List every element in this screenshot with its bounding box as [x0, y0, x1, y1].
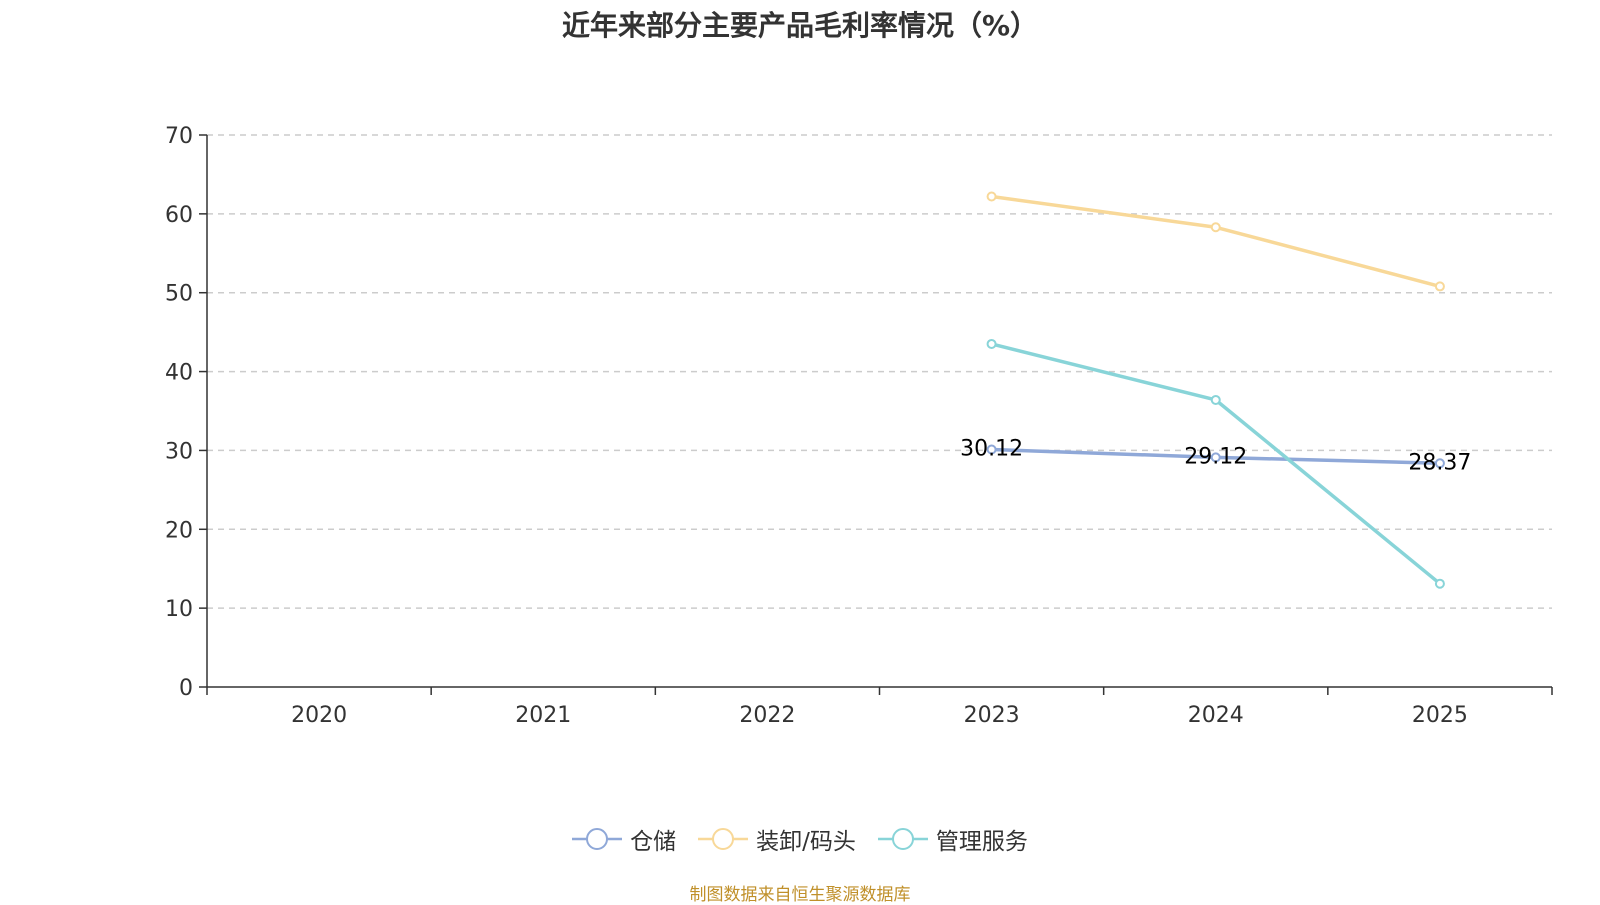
data-point	[1434, 458, 1445, 469]
x-tick-label: 2020	[291, 703, 347, 728]
legend-item-1[interactable]: 装卸/码头	[698, 822, 856, 856]
chart-title: 近年来部分主要产品毛利率情况（%）	[561, 9, 1039, 42]
y-tick-label: 60	[165, 203, 193, 228]
legend-swatch-icon	[698, 828, 749, 850]
data-point	[1210, 394, 1221, 405]
y-tick-label: 30	[165, 439, 193, 464]
data-point	[1434, 281, 1445, 292]
data-labels: 30.12 29.12 28.37	[960, 436, 1471, 475]
grid-lines	[207, 134, 1552, 609]
legend-swatch-icon	[877, 828, 928, 850]
data-label: 30.12	[960, 436, 1023, 461]
legend-item-2[interactable]: 管理服务	[877, 822, 1028, 856]
y-tick-label: 0	[179, 676, 193, 701]
legend-label: 仓储	[630, 829, 677, 855]
x-tick-label: 2023	[964, 703, 1020, 728]
y-tick-label: 40	[165, 361, 193, 386]
data-label: 28.37	[1408, 450, 1471, 475]
x-tick-label: 2024	[1188, 703, 1244, 728]
legend-label: 管理服务	[935, 829, 1028, 855]
x-tick-label: 2021	[515, 703, 571, 728]
data-point	[986, 338, 997, 349]
series-line-1	[989, 194, 1442, 289]
legend-swatch-icon	[572, 828, 623, 850]
x-tick-label: 2022	[739, 703, 795, 728]
y-tick-label: 50	[165, 282, 193, 307]
y-tick-label: 70	[165, 124, 193, 149]
legend-label: 装卸/码头	[756, 829, 856, 855]
series-lines	[986, 191, 1445, 589]
y-tick-label: 20	[165, 518, 193, 543]
data-point	[1210, 222, 1221, 233]
data-label: 29.12	[1184, 444, 1247, 469]
legend-item-0[interactable]: 仓储	[572, 822, 676, 856]
axes: 0 10 20 30 40 50 60 70 2020 2021 2022 2023 2024 2025	[165, 124, 1553, 728]
y-tick-label: 10	[165, 597, 193, 622]
data-point	[1210, 452, 1221, 463]
legend: 仓储 装卸/码头 管理服务	[0, 822, 1600, 856]
source-note: 制图数据来自恒生聚源数据库	[689, 885, 911, 905]
data-point	[986, 444, 997, 455]
data-point	[986, 191, 997, 202]
data-point	[1434, 578, 1445, 589]
x-tick-label: 2025	[1412, 703, 1468, 728]
